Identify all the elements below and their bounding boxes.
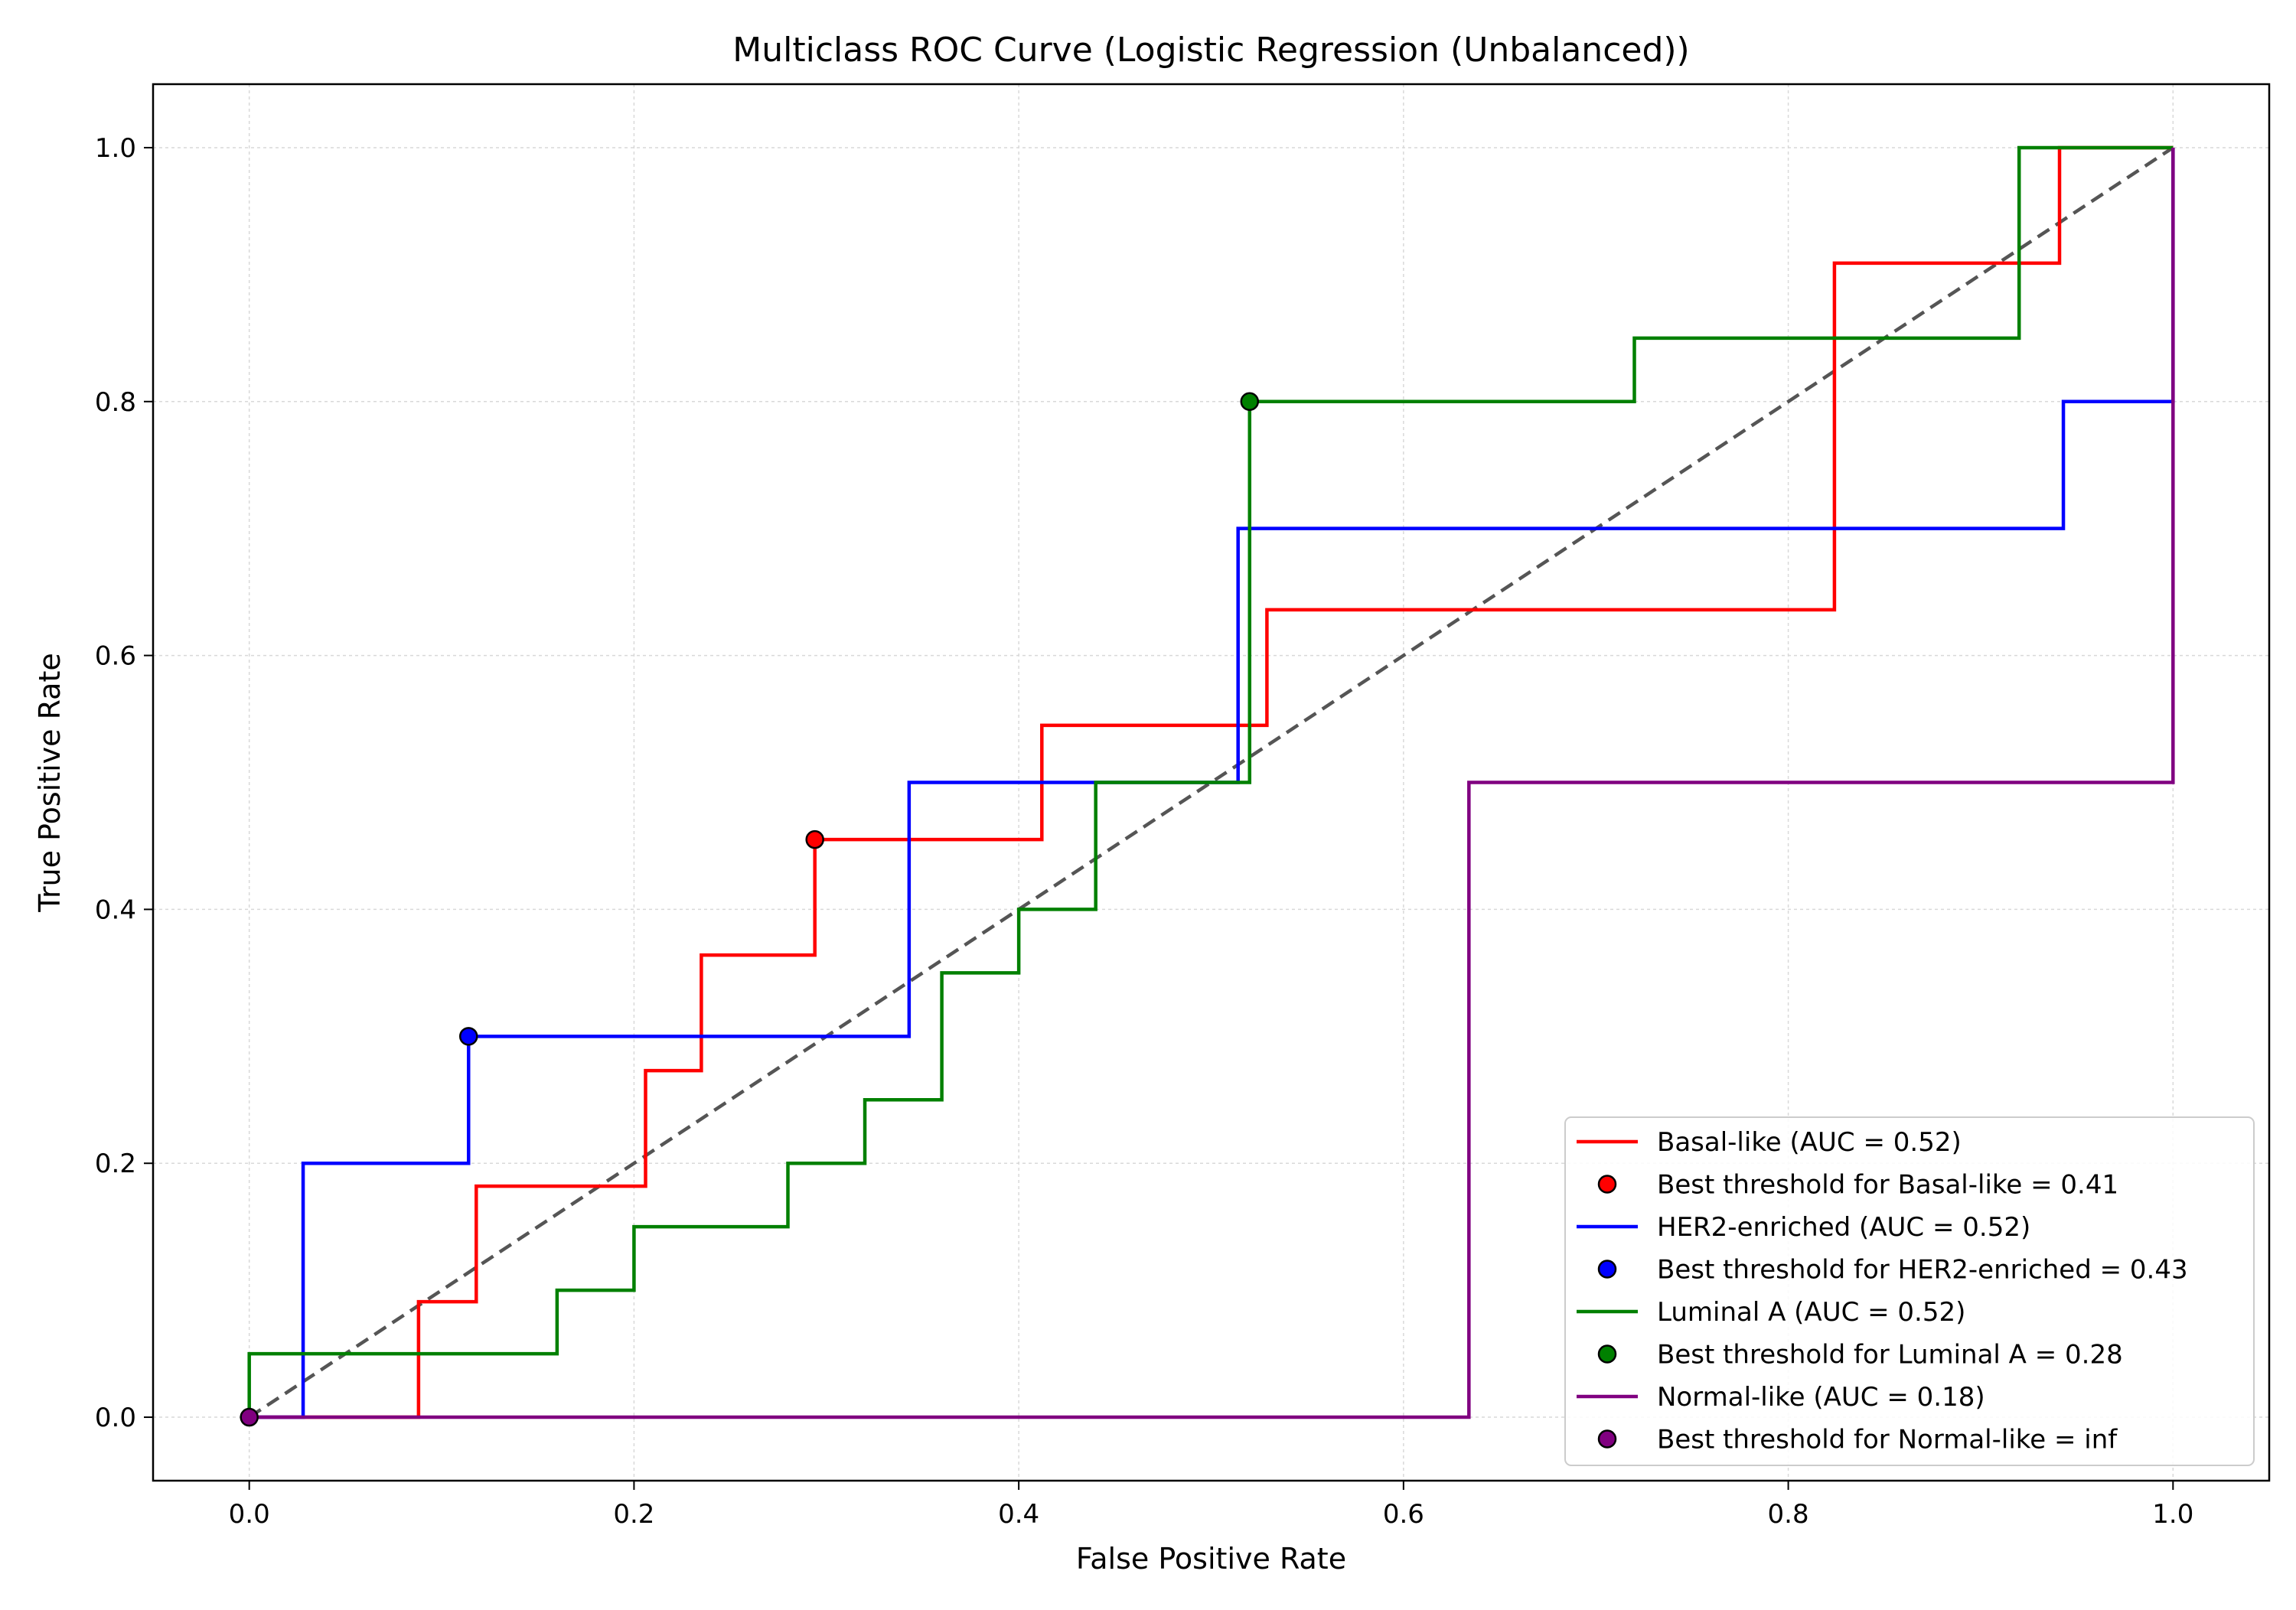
y-tick-label-5: 1.0 bbox=[95, 133, 136, 164]
best-threshold-point-2 bbox=[1240, 392, 1260, 412]
plot-frame bbox=[152, 83, 2271, 1482]
x-axis-label: False Positive Rate bbox=[1076, 1542, 1346, 1576]
series-line-2 bbox=[247, 145, 2174, 1418]
legend-marker-swatch-2 bbox=[1597, 1344, 1617, 1364]
x-tick-label-0: 0.0 bbox=[229, 1499, 270, 1530]
legend-marker-swatch-0 bbox=[1597, 1175, 1617, 1194]
legend-marker-swatch-3 bbox=[1597, 1429, 1617, 1449]
legend-best-threshold-label-3: Best threshold for Normal-like = inf bbox=[1657, 1425, 2118, 1455]
reference-line-layer bbox=[248, 146, 2174, 1419]
reference-diagonal-line bbox=[248, 146, 2174, 1419]
y-tick-label-2: 0.4 bbox=[95, 895, 136, 925]
y-tick-label-0: 0.0 bbox=[95, 1403, 136, 1433]
x-tick-label-1: 0.2 bbox=[613, 1499, 654, 1530]
legend-best-threshold-label-1: Best threshold for HER2-enriched = 0.43 bbox=[1657, 1255, 2188, 1286]
y-tick-label-1: 0.2 bbox=[95, 1149, 136, 1179]
series-layer bbox=[247, 145, 2175, 1419]
series-line-0 bbox=[249, 145, 2174, 1419]
ticks-layer: 0.0 0.2 0.4 0.6 0.8 1.0 0.0 0.2 0.4 0.6 0.8 1.0 bbox=[95, 133, 2193, 1530]
y-tick-label-3: 0.6 bbox=[95, 641, 136, 672]
best-threshold-point-3 bbox=[240, 1407, 259, 1427]
chart-title: Multiclass ROC Curve (Logistic Regressio… bbox=[732, 31, 1689, 70]
legend-marker-swatch-1 bbox=[1597, 1260, 1617, 1279]
legend-best-threshold-label-2: Best threshold for Luminal A = 0.28 bbox=[1657, 1340, 2123, 1370]
legend-label-0: Basal-like (AUC = 0.52) bbox=[1657, 1127, 1962, 1158]
best-threshold-points-layer bbox=[240, 392, 1260, 1427]
legend-best-threshold-label-0: Best threshold for Basal-like = 0.41 bbox=[1657, 1170, 2118, 1201]
legend-label-1: HER2-enriched (AUC = 0.52) bbox=[1657, 1212, 2030, 1243]
x-tick-label-5: 1.0 bbox=[2152, 1499, 2193, 1530]
y-tick-label-4: 0.8 bbox=[95, 387, 136, 418]
best-threshold-point-1 bbox=[458, 1027, 478, 1046]
series-line-3 bbox=[249, 147, 2175, 1419]
x-tick-label-3: 0.6 bbox=[1383, 1499, 1424, 1530]
x-tick-label-4: 0.8 bbox=[1768, 1499, 1809, 1530]
legend-label-2: Luminal A (AUC = 0.52) bbox=[1657, 1297, 1965, 1328]
series-line-1 bbox=[249, 147, 2175, 1419]
legend-box bbox=[1564, 1116, 2255, 1466]
x-tick-label-2: 0.4 bbox=[998, 1499, 1039, 1530]
best-threshold-point-0 bbox=[805, 829, 824, 849]
legend-label-3: Normal-like (AUC = 0.18) bbox=[1657, 1382, 1985, 1413]
legend: Basal-like (AUC = 0.52) Best threshold fo… bbox=[1564, 1116, 2255, 1466]
y-axis-label: True Positive Rate bbox=[33, 653, 67, 913]
